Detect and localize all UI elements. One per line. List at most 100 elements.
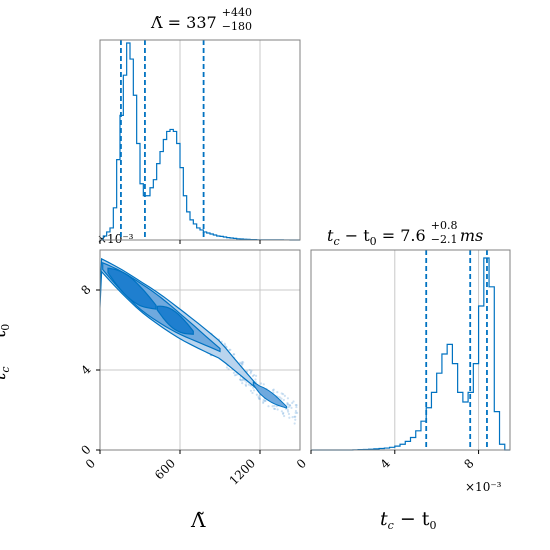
sample-point (295, 404, 298, 407)
sample-point (291, 416, 294, 419)
sample-point (276, 408, 279, 411)
contour-level-inner-a (107, 267, 157, 310)
sample-point (288, 416, 291, 419)
contour-tail (252, 381, 288, 409)
sample-point (232, 353, 235, 356)
sample-point (280, 410, 283, 413)
sample-point (287, 412, 291, 416)
sample-point (251, 391, 254, 395)
tc-histogram-step (311, 257, 510, 451)
sample-point (283, 414, 286, 418)
sample-point (280, 397, 283, 400)
sample-point (259, 382, 263, 385)
sample-point (262, 383, 265, 386)
sample-point (263, 399, 267, 402)
sample-point (227, 367, 230, 371)
joint-panel-frame (99, 249, 301, 451)
sample-point (239, 361, 242, 364)
tc-title-unit: ms (459, 226, 484, 245)
sample-point (241, 379, 244, 382)
sample-point (258, 394, 261, 397)
sample-point (244, 383, 247, 386)
sample-point (247, 383, 250, 386)
sample-point (252, 386, 255, 389)
sample-point (294, 403, 297, 407)
sample-point (242, 361, 245, 364)
sample-point (273, 404, 276, 407)
sample-point (291, 401, 294, 405)
x-axis-label-lambda: Λ̃ (191, 508, 206, 532)
sample-point (250, 369, 253, 372)
sample-point (239, 378, 242, 381)
joint-posterior-panel: 0 600 1200 0 4 8 (78, 249, 301, 488)
sample-point (294, 415, 297, 418)
sample-point (239, 378, 242, 381)
tc-title-sub-0: 0 (369, 235, 377, 248)
x-tick-label: 0 (83, 456, 98, 471)
sample-point (281, 412, 285, 416)
sample-point (258, 397, 261, 401)
tc-title-sub-c: c (333, 235, 340, 248)
sample-point (229, 348, 232, 351)
contour-level-inner-b (156, 305, 194, 335)
sample-point (254, 378, 257, 381)
sample-point (240, 362, 244, 365)
y-tick-label: 0 (78, 442, 93, 457)
sample-point (286, 403, 289, 406)
x-tick-label: 8 (461, 456, 476, 471)
x-tick-label: 0 (294, 456, 309, 471)
sample-point (241, 360, 244, 364)
x-scale-factor: ×10⁻³ (465, 480, 502, 494)
sample-point (251, 374, 255, 378)
sample-point (288, 404, 292, 407)
sample-point (290, 406, 293, 409)
sample-point (275, 405, 278, 408)
sample-point (254, 374, 258, 377)
sample-point (286, 408, 289, 412)
sample-point (271, 405, 274, 408)
lambda-histogram-step (100, 42, 300, 241)
sample-point (249, 370, 253, 374)
sample-point (276, 391, 279, 394)
sample-point (264, 399, 267, 402)
sample-point (258, 397, 261, 400)
y-tick-label: 4 (78, 362, 94, 378)
sample-point (271, 389, 275, 392)
sample-point (293, 422, 296, 425)
sample-point (283, 394, 286, 397)
sample-point (253, 373, 256, 377)
sample-point (294, 411, 297, 414)
tc-title-plus: +0.8 (430, 219, 458, 232)
lambda-title-value: 337 (186, 13, 217, 32)
sample-point (294, 409, 298, 413)
sample-point (272, 407, 276, 410)
sample-point (235, 373, 238, 377)
sample-point (286, 401, 289, 405)
sample-point (225, 366, 229, 369)
sample-point (295, 405, 298, 409)
x-tick-label: 4 (378, 456, 394, 472)
sample-point (252, 389, 256, 392)
sample-point (257, 395, 260, 398)
sample-point (244, 384, 248, 387)
tc-title-minus: −2.1 (430, 233, 458, 246)
sample-point (223, 342, 226, 345)
tc-title-t: t (327, 226, 334, 245)
sample-point (293, 415, 296, 418)
sample-point (262, 401, 265, 404)
sample-point (282, 411, 285, 415)
sample-point (228, 348, 231, 351)
sample-point (282, 393, 285, 396)
contour-area (100, 250, 300, 450)
sample-point (232, 371, 235, 374)
sample-point (278, 396, 281, 399)
sample-point (233, 374, 237, 377)
sample-point (224, 344, 227, 347)
tc-title: tc − t0 = 7.6 +0.8 −2.1 ms (327, 219, 484, 248)
tc-title-minus-t: − t (339, 226, 370, 245)
sample-point (240, 379, 243, 382)
x-tick-label: 1200 (227, 456, 258, 487)
sample-point (249, 384, 252, 387)
sample-point (248, 368, 251, 372)
